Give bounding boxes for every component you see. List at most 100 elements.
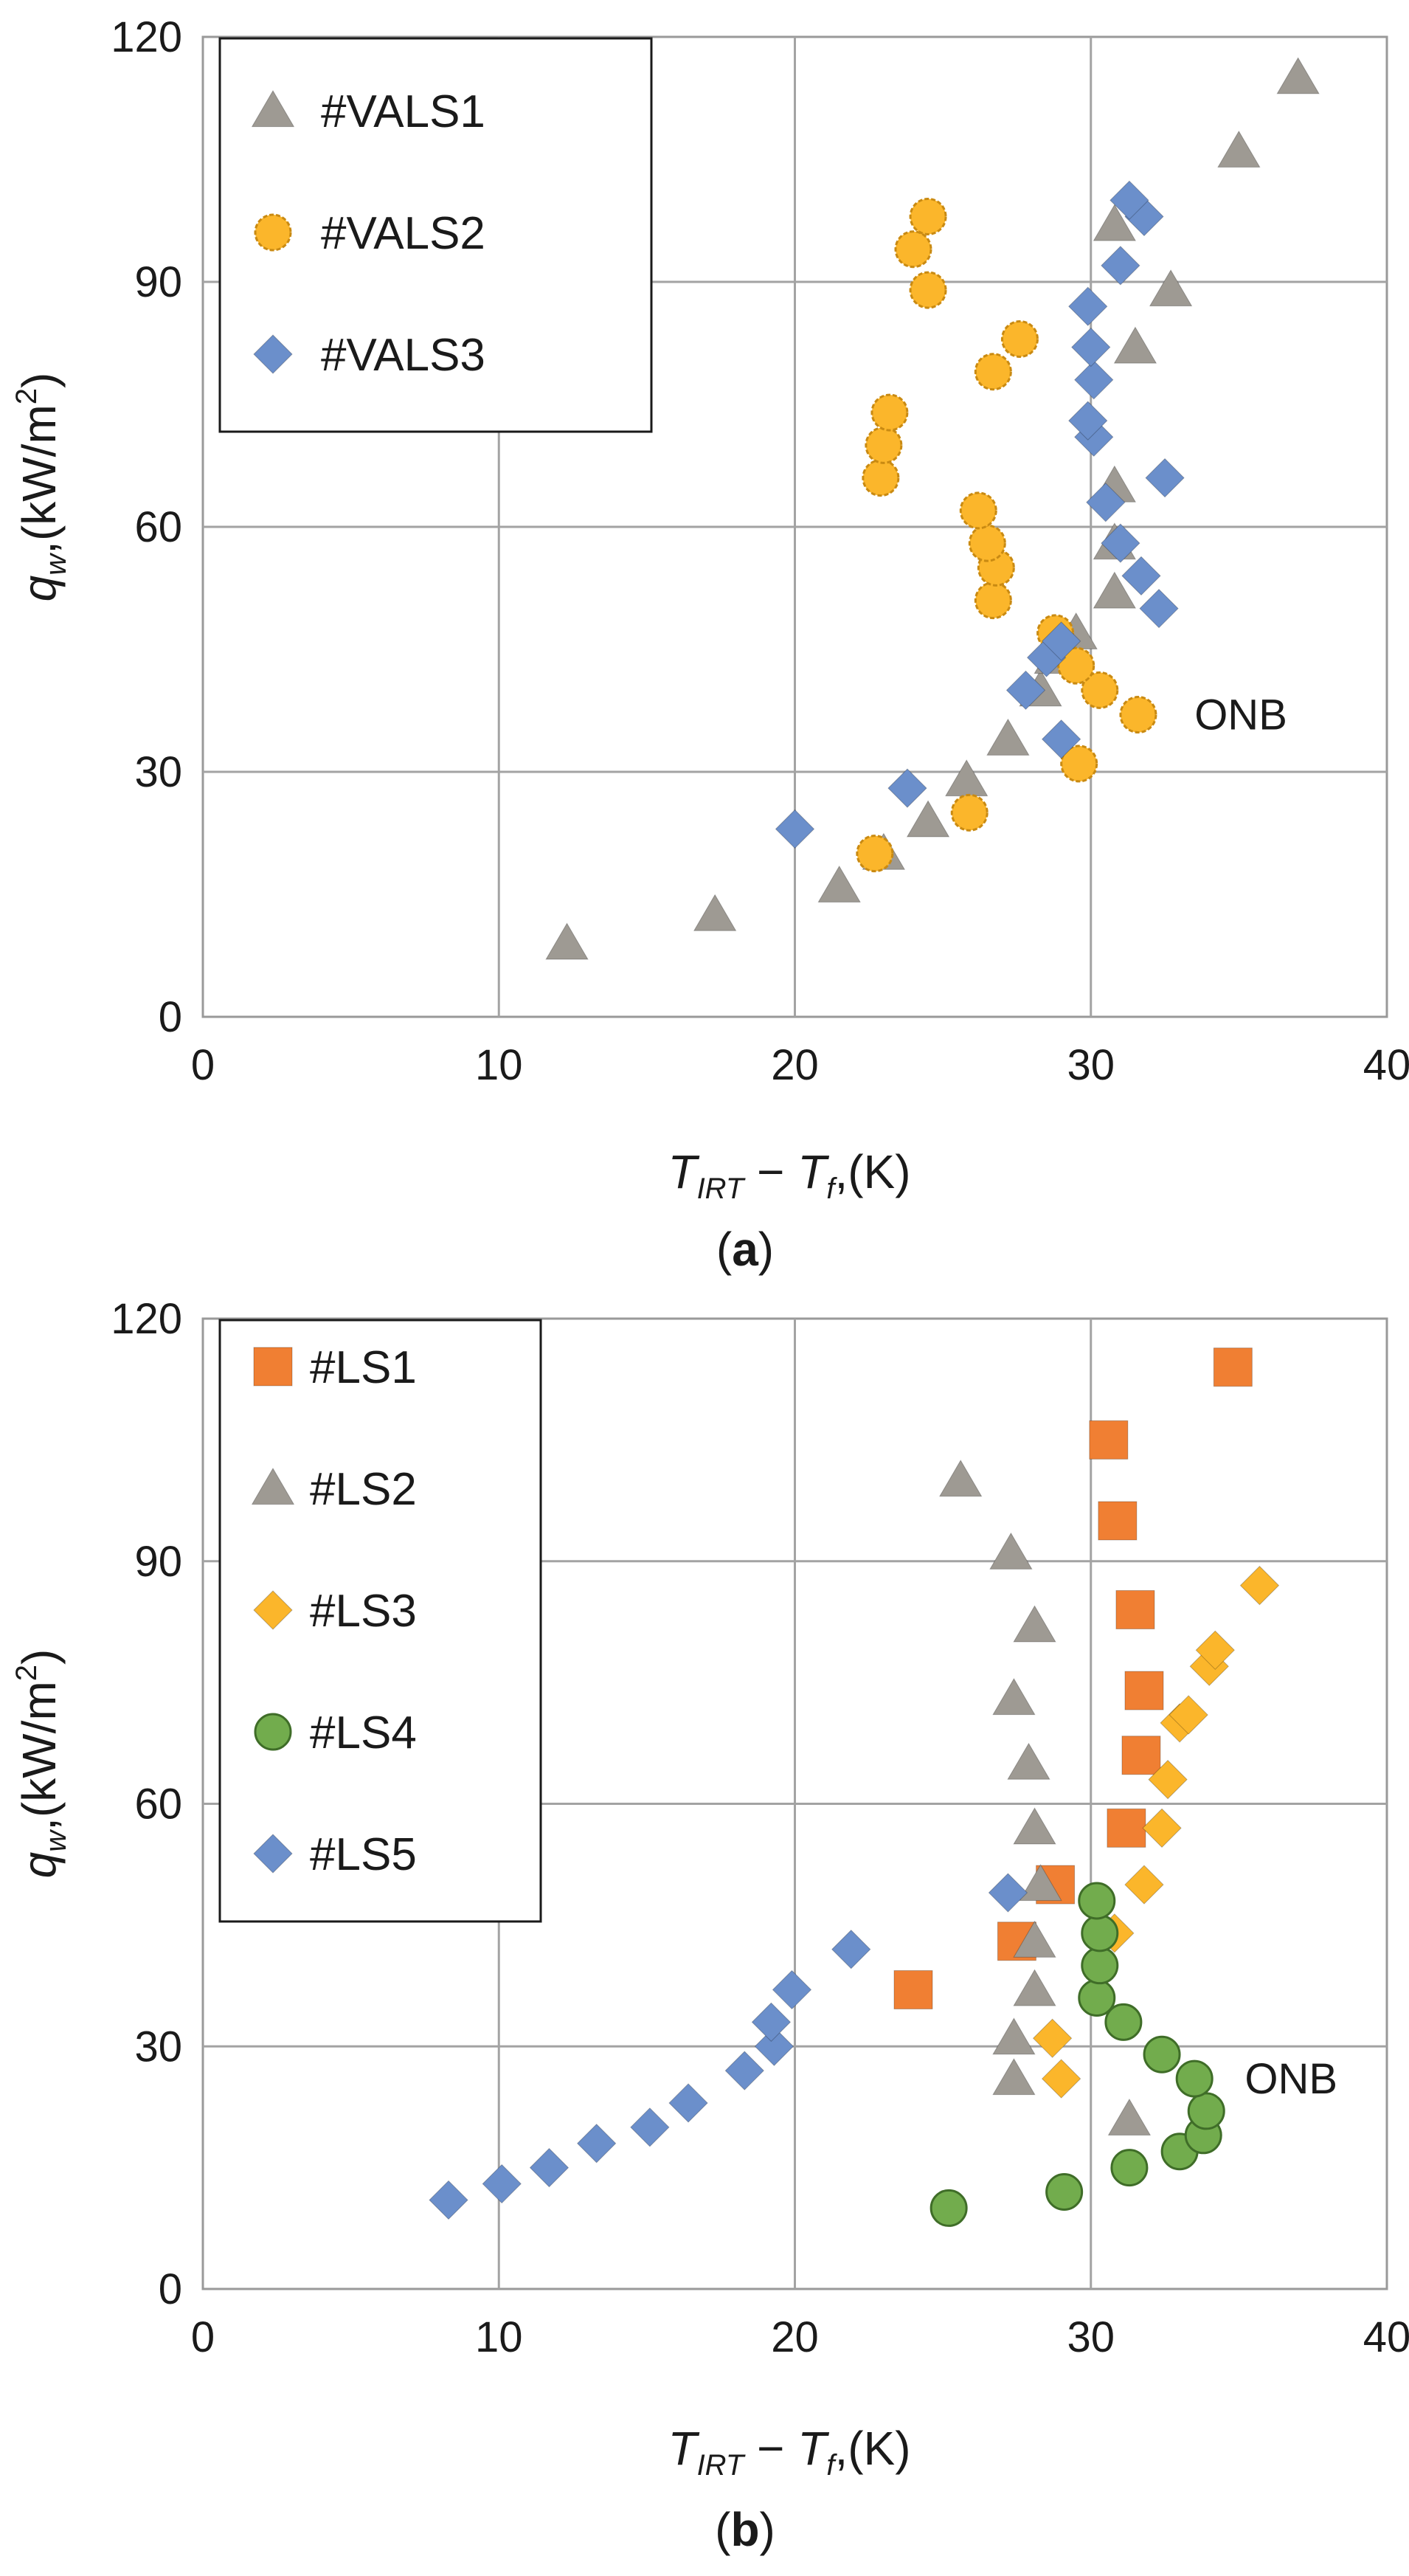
- data-point: [1101, 523, 1140, 563]
- data-point: [992, 1678, 1036, 1716]
- data-point: [1217, 130, 1261, 168]
- data-point: [968, 524, 1006, 562]
- data-point: [974, 581, 1012, 620]
- x-tick-label: 0: [191, 1041, 215, 1089]
- data-point: [1145, 457, 1185, 498]
- data-point: [1104, 2003, 1143, 2041]
- data-point: [1013, 1605, 1056, 1643]
- y-tick-label: 60: [134, 503, 182, 551]
- data-point: [1093, 571, 1137, 609]
- series-ls3: [1032, 1565, 1280, 2099]
- legend-b: #LS1 #LS2 #LS3 #LS4 #LS5: [218, 1319, 542, 1923]
- data-point: [1115, 1590, 1155, 1629]
- data-point: [1081, 1947, 1119, 1985]
- y-tick-label: 60: [134, 1781, 182, 1829]
- legend-marker-ls4: [254, 1713, 292, 1751]
- data-point: [1045, 2173, 1084, 2211]
- legend-marker-ls1: [253, 1347, 293, 1387]
- data-point: [1013, 1969, 1056, 2006]
- data-point: [1276, 57, 1320, 94]
- legend-label-vals3: #VALS3: [321, 330, 485, 381]
- data-point: [865, 426, 903, 464]
- data-point: [1013, 1807, 1056, 1845]
- caption-a: (a): [716, 1223, 774, 1276]
- data-point: [1068, 401, 1108, 441]
- series-vals3: [775, 180, 1185, 849]
- data-point: [988, 1873, 1028, 1913]
- y-tick-label: 90: [134, 1538, 182, 1586]
- data-point: [545, 922, 589, 960]
- data-point: [817, 865, 861, 903]
- panel-b: 0 10 20 30 40 0 30 60 90 120 #LS1 #LS2 #LS3 #LS4 #LS5…: [10, 1295, 1409, 2556]
- legend-marker-vals3: [253, 334, 293, 374]
- data-point: [1149, 269, 1193, 307]
- data-point: [959, 491, 997, 530]
- data-point: [986, 718, 1030, 756]
- x-tick-label: 20: [771, 2313, 819, 2361]
- data-point: [1124, 1671, 1164, 1710]
- data-point: [576, 2124, 617, 2164]
- onb-annotation-b: ONB: [1244, 2055, 1337, 2103]
- x-tick-label: 10: [475, 2313, 523, 2361]
- data-point: [1074, 360, 1114, 400]
- data-point: [1068, 286, 1108, 326]
- data-point: [1041, 2059, 1081, 2099]
- x-tick-label: 20: [771, 1041, 819, 1089]
- onb-annotation-a: ONB: [1194, 691, 1287, 739]
- data-point: [630, 2107, 670, 2147]
- y-tick-label: 0: [159, 2265, 182, 2313]
- legend-a: #VALS1 #VALS2 #VALS3: [218, 37, 653, 433]
- data-point: [693, 894, 737, 931]
- data-point: [992, 2058, 1036, 2096]
- legend-label-vals2: #VALS2: [321, 208, 485, 259]
- x-tick-label: 30: [1067, 2313, 1115, 2361]
- legend-box-a: [218, 37, 653, 433]
- data-point: [894, 230, 932, 269]
- data-point: [529, 2147, 570, 2188]
- y-tick-label: 30: [134, 2023, 182, 2071]
- data-point: [751, 2002, 792, 2043]
- ticks-b: 0 10 20 30 40 0 30 60 90 120: [111, 1295, 1409, 2361]
- data-point: [775, 809, 815, 849]
- legend-marker-ls2: [251, 1468, 295, 1505]
- data-point: [992, 2017, 1036, 2055]
- y-axis-label-b: qw,(kW/m2): [10, 1649, 72, 1879]
- data-point: [1143, 2035, 1181, 2073]
- data-point: [1019, 1864, 1062, 1902]
- x-tick-label: 0: [191, 2313, 215, 2361]
- legend-marker-ls5: [253, 1834, 293, 1874]
- data-point: [1005, 670, 1046, 711]
- data-point: [1032, 2018, 1073, 2058]
- data-point: [1101, 246, 1140, 286]
- data-point: [1007, 1742, 1050, 1780]
- caption-b: (b): [715, 2503, 775, 2556]
- data-point: [1109, 180, 1149, 221]
- data-point: [906, 800, 950, 838]
- data-point: [989, 1532, 1033, 1570]
- data-point: [1148, 1759, 1188, 1800]
- legend-label-ls5: #LS5: [310, 1829, 417, 1880]
- data-point: [1098, 1501, 1138, 1541]
- y-tick-label: 30: [134, 748, 182, 796]
- data-point: [1113, 326, 1157, 364]
- data-point: [1078, 1979, 1116, 2017]
- data-point: [1139, 588, 1179, 629]
- data-point: [929, 2189, 968, 2227]
- data-point: [909, 197, 947, 235]
- data-point: [893, 1970, 933, 2010]
- data-point: [1175, 2059, 1214, 2098]
- marks-b: [429, 1347, 1280, 2227]
- y-tick-label: 120: [111, 13, 182, 61]
- data-point: [856, 835, 894, 873]
- series-ls5: [429, 1873, 1028, 2220]
- ticks-a: 0 10 20 30 40 0 30 60 90 120: [111, 13, 1409, 1089]
- data-point: [974, 353, 1012, 391]
- data-point: [1213, 1347, 1253, 1387]
- data-point: [1089, 1420, 1129, 1460]
- x-tick-label: 40: [1363, 2313, 1409, 2361]
- data-point: [1169, 1695, 1208, 1735]
- data-point: [1041, 621, 1081, 661]
- data-point: [870, 393, 909, 432]
- data-point: [1013, 1920, 1056, 1958]
